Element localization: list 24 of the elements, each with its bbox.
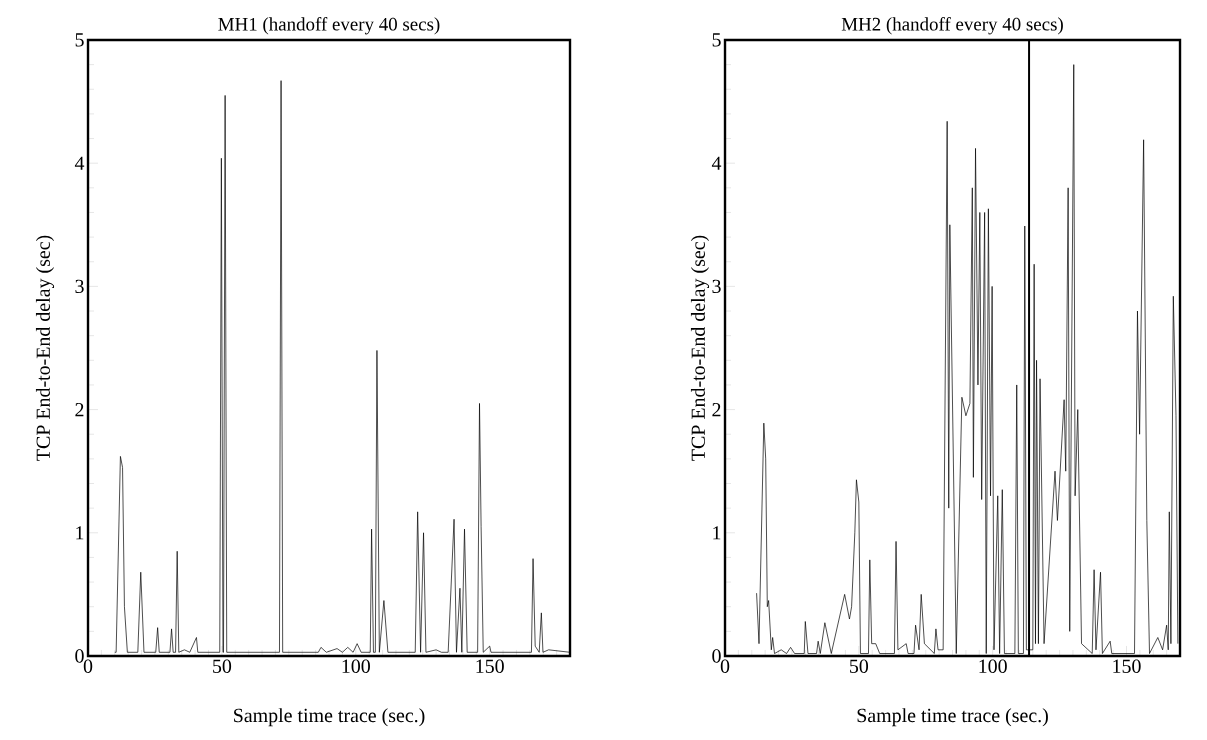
y-tick-label: 3 [75, 279, 84, 294]
x-tick-label: 50 [213, 659, 232, 673]
y-tick-label: 2 [712, 402, 721, 417]
x-tick-label: 100 [979, 659, 1007, 673]
y-tick-label: 5 [712, 33, 721, 47]
x-axis-title: Sample time trace (sec.) [857, 708, 1048, 727]
y-tick-label: 4 [711, 156, 722, 170]
y-tick-label: 5 [75, 33, 84, 47]
chart-title: MH1 (handoff every 40 secs) [218, 17, 440, 35]
x-axis-title: Sample time trace (sec.) [234, 708, 425, 727]
y-axis-title: TCP End-to-End delay (sec) [35, 235, 55, 461]
y-tick-label: 0 [75, 649, 84, 663]
chart-title: MH2 (handoff every 40 secs) [841, 17, 1063, 35]
y-tick-label: 0 [712, 649, 721, 663]
x-tick-label: 150 [476, 659, 504, 673]
y-tick-label: 2 [75, 402, 84, 417]
y-tick-label: 1 [76, 526, 84, 540]
x-tick-label: 50 [850, 659, 869, 673]
y-tick-label: 3 [712, 279, 721, 294]
y-tick-label: 1 [713, 526, 721, 540]
y-axis-title: TCP End-to-End delay (sec) [690, 235, 710, 461]
y-tick-label: 4 [74, 156, 85, 170]
x-tick-label: 100 [342, 659, 370, 673]
x-tick-label: 150 [1113, 659, 1141, 673]
